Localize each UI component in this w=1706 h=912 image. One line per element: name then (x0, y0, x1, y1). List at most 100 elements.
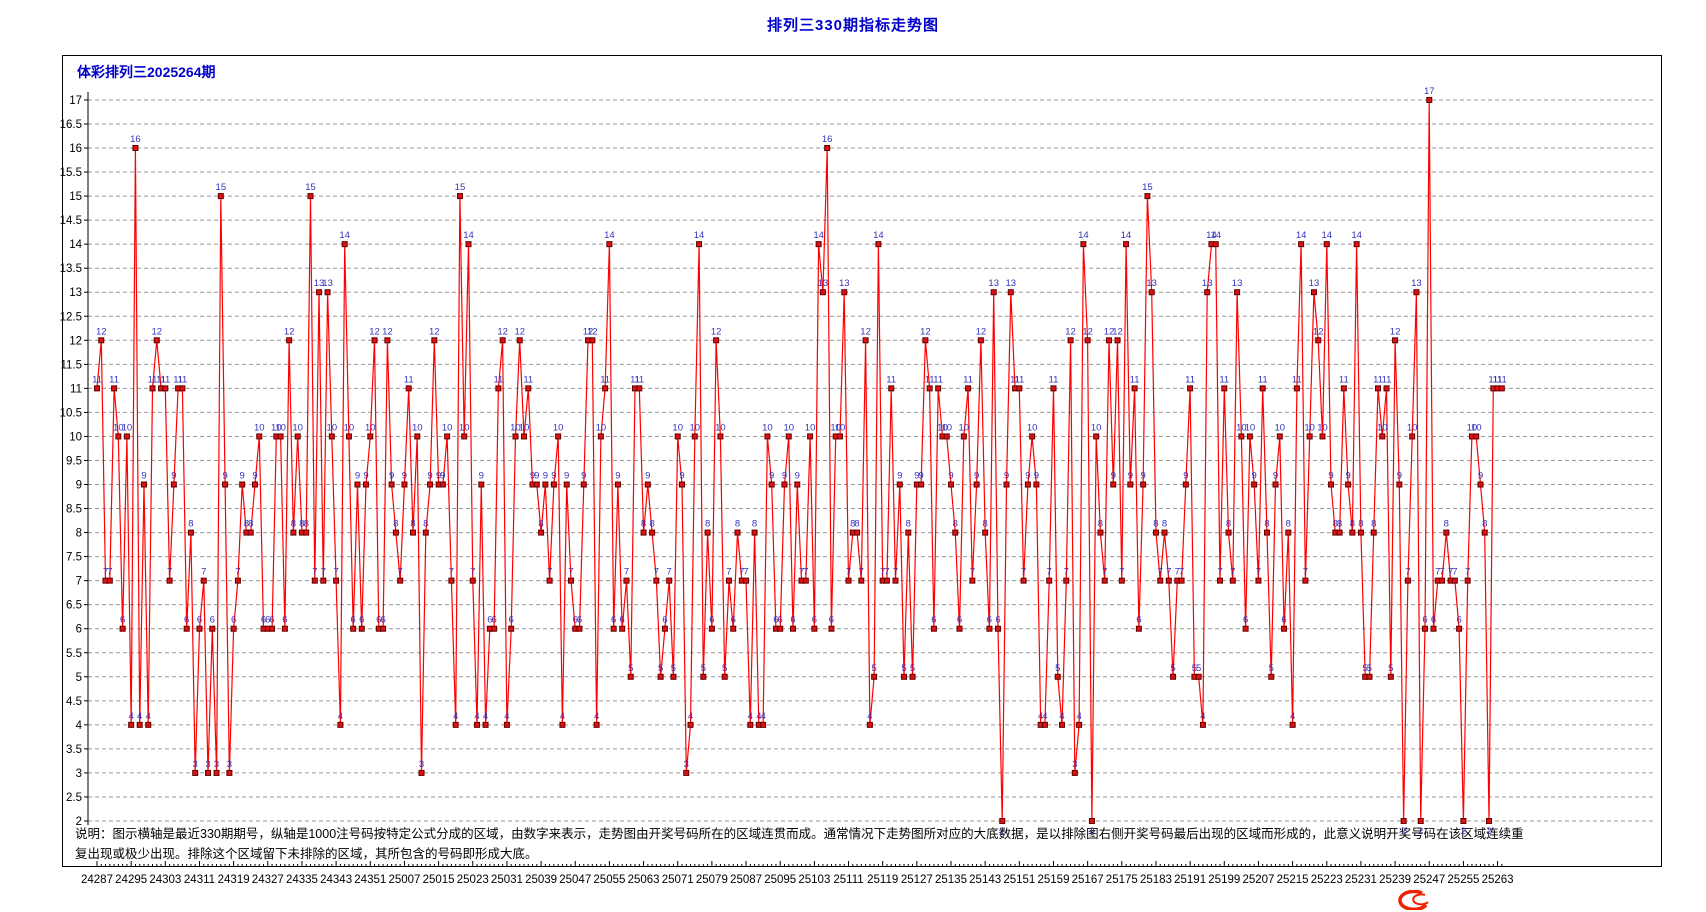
y-tick-label: 5 (76, 672, 82, 684)
data-point (1071, 769, 1078, 776)
data-point (862, 337, 869, 344)
point-value-label: 6 (1422, 615, 1427, 626)
point-value-label: 14 (463, 230, 474, 241)
x-tick-label: 25103 (798, 874, 830, 886)
point-value-label: 7 (235, 567, 240, 578)
data-point (802, 577, 809, 584)
point-value-label: 10 (365, 422, 376, 433)
point-value-label: 6 (351, 615, 356, 626)
data-point (828, 625, 835, 632)
point-value-label: 4 (688, 711, 693, 722)
point-value-label: 9 (436, 471, 441, 482)
point-value-label: 9 (551, 471, 556, 482)
data-point (1477, 481, 1484, 488)
point-value-label: 11 (1010, 374, 1020, 385)
data-point (1003, 481, 1010, 488)
point-value-label: 8 (1350, 519, 1355, 530)
data-point (704, 529, 711, 536)
y-tick-label: 3 (76, 768, 82, 780)
point-value-label: 8 (410, 519, 415, 530)
point-value-label: 6 (1456, 615, 1461, 626)
point-value-label: 6 (509, 615, 514, 626)
point-value-label: 7 (201, 567, 206, 578)
point-value-label: 4 (137, 711, 142, 722)
x-tick-label: 25135 (935, 874, 967, 886)
data-point (965, 385, 972, 392)
point-value-label: 7 (743, 567, 748, 578)
point-value-label: 4 (867, 711, 872, 722)
point-value-label: 14 (339, 230, 350, 241)
point-value-label: 4 (1059, 711, 1064, 722)
data-point (1054, 673, 1061, 680)
point-value-label: 11 (1339, 374, 1349, 385)
data-point (781, 481, 788, 488)
data-point (341, 241, 348, 248)
point-value-label: 10 (553, 422, 564, 433)
point-value-label: 7 (726, 567, 731, 578)
point-value-label: 9 (389, 471, 394, 482)
point-value-label: 3 (1072, 759, 1077, 770)
x-tick-label: 25175 (1106, 874, 1138, 886)
point-value-label: 8 (423, 519, 428, 530)
point-value-label: 12 (151, 326, 162, 337)
data-point (145, 721, 152, 728)
data-point (230, 625, 237, 632)
point-value-label: 11 (92, 374, 102, 385)
point-value-label: 6 (491, 615, 496, 626)
point-value-label: 6 (359, 615, 364, 626)
point-value-label: 4 (483, 711, 488, 722)
point-value-label: 6 (282, 615, 287, 626)
point-value-label: 11 (404, 374, 414, 385)
data-point (469, 577, 476, 584)
data-point (358, 625, 365, 632)
point-value-label: 6 (778, 615, 783, 626)
data-point (205, 769, 212, 776)
point-value-label: 7 (470, 567, 475, 578)
data-point (140, 481, 147, 488)
data-point (281, 625, 288, 632)
data-point (333, 577, 340, 584)
point-value-label: 11 (634, 374, 644, 385)
point-value-label: 7 (103, 567, 108, 578)
data-point (760, 721, 767, 728)
data-point (1076, 721, 1083, 728)
data-point (128, 721, 135, 728)
data-point (636, 385, 643, 392)
point-value-label: 14 (1206, 230, 1217, 241)
y-tick-label: 11 (70, 383, 82, 395)
y-tick-label: 2 (76, 816, 82, 828)
data-point (1306, 433, 1313, 440)
data-point (1451, 577, 1458, 584)
data-point (1293, 385, 1300, 392)
point-value-label: 7 (321, 567, 326, 578)
data-point (640, 529, 647, 536)
x-tick-label: 24335 (286, 874, 318, 886)
point-value-label: 12 (587, 326, 598, 337)
point-value-label: 13 (818, 278, 829, 289)
point-value-label: 8 (641, 519, 646, 530)
data-point (751, 529, 758, 536)
point-value-label: 7 (568, 567, 573, 578)
data-point (384, 337, 391, 344)
x-tick-label: 25167 (1072, 874, 1104, 886)
point-value-label: 10 (959, 422, 970, 433)
y-tick-label: 11.5 (60, 359, 82, 371)
point-value-label: 11 (1219, 374, 1229, 385)
point-value-label: 9 (1478, 471, 1483, 482)
point-value-label: 9 (1328, 471, 1333, 482)
point-value-label: 3 (193, 759, 198, 770)
point-value-label: 11 (1014, 374, 1024, 385)
point-value-label: 10 (672, 422, 683, 433)
data-point (1383, 385, 1390, 392)
data-point (1101, 577, 1108, 584)
data-point (1041, 721, 1048, 728)
point-value-label: 8 (953, 519, 958, 530)
data-point (1152, 529, 1159, 536)
point-value-label: 7 (312, 567, 317, 578)
point-value-label: 13 (1411, 278, 1422, 289)
point-value-label: 10 (1304, 422, 1315, 433)
point-value-label: 6 (261, 615, 266, 626)
data-point (1195, 673, 1202, 680)
point-value-label: 14 (1210, 230, 1221, 241)
point-value-label: 11 (1497, 374, 1507, 385)
